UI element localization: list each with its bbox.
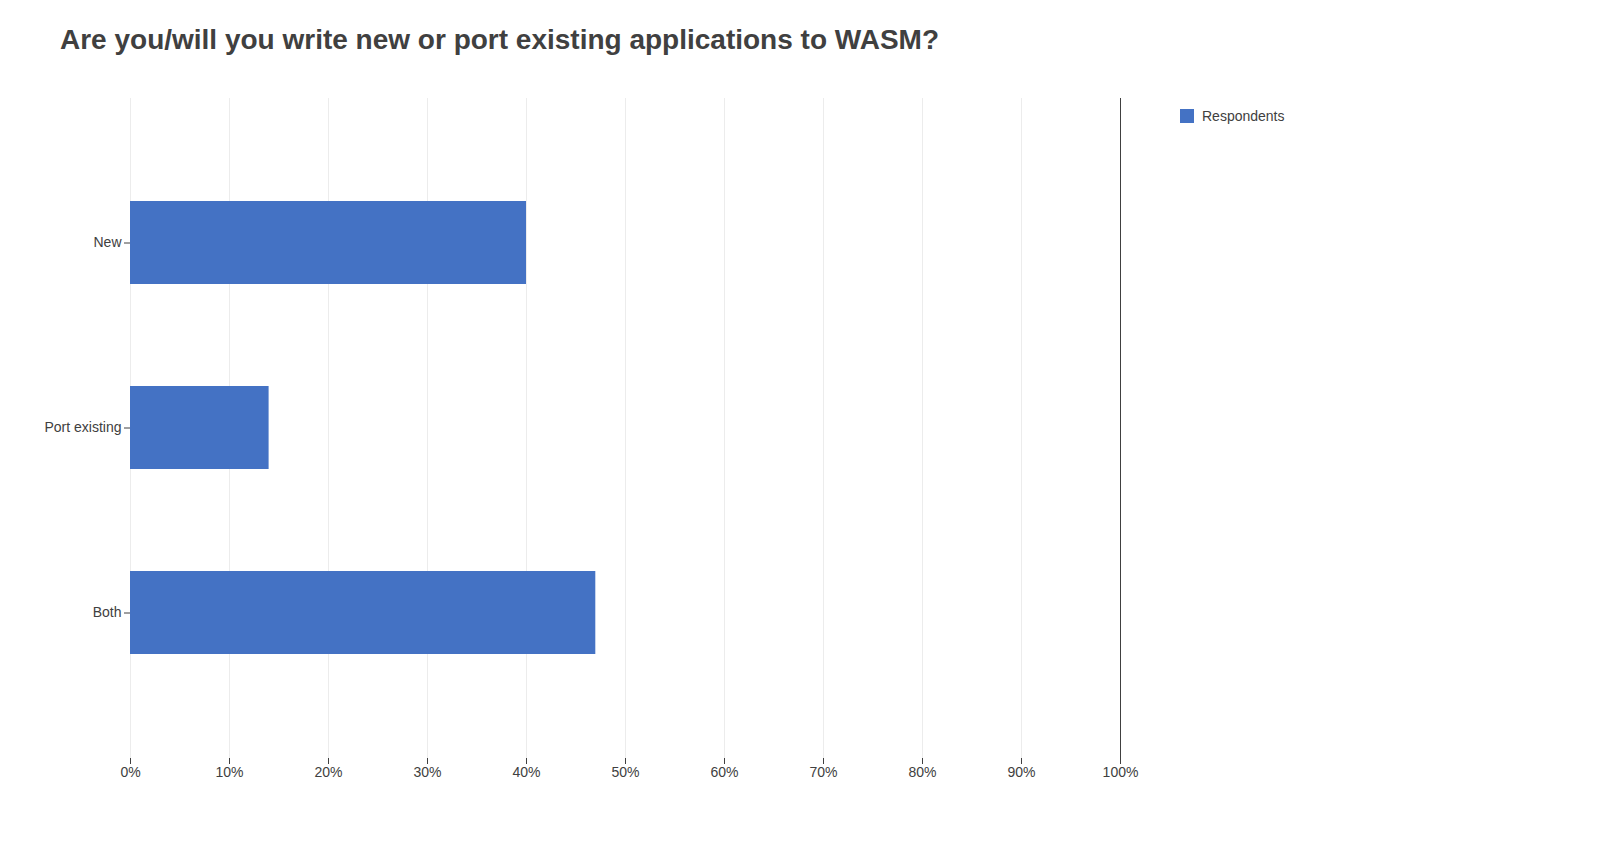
svg-text:Port existing: Port existing xyxy=(44,419,121,435)
svg-text:70%: 70% xyxy=(809,764,837,780)
svg-text:Both: Both xyxy=(93,604,122,620)
svg-text:80%: 80% xyxy=(908,764,936,780)
svg-text:40%: 40% xyxy=(512,764,540,780)
svg-text:0%: 0% xyxy=(120,764,140,780)
svg-text:100%: 100% xyxy=(1103,764,1139,780)
svg-text:50%: 50% xyxy=(611,764,639,780)
svg-text:90%: 90% xyxy=(1007,764,1035,780)
svg-text:10%: 10% xyxy=(215,764,243,780)
svg-text:20%: 20% xyxy=(314,764,342,780)
svg-text:60%: 60% xyxy=(710,764,738,780)
svg-text:30%: 30% xyxy=(413,764,441,780)
html-text:Are you/will you write new or: Are you/will you write new or port exist… xyxy=(60,24,939,55)
svg-text:New: New xyxy=(93,234,122,250)
html-text:Respondents: Respondents xyxy=(1202,108,1285,124)
